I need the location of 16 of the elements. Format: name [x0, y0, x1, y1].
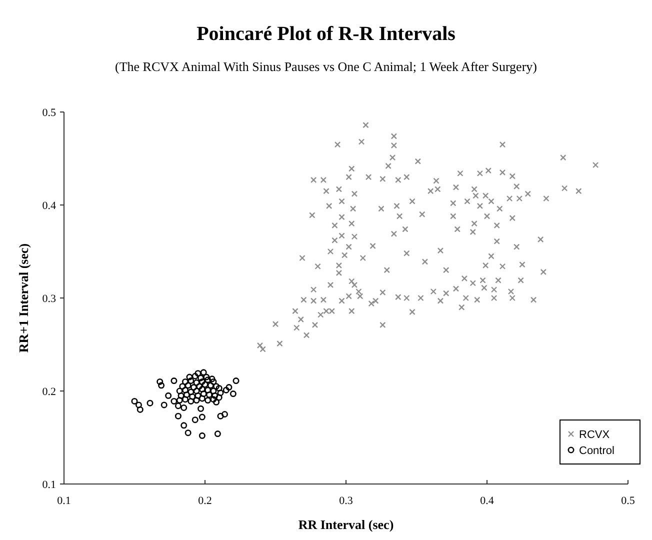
x-tick-label: 0.3 [339, 495, 354, 507]
y-tick-label: 0.3 [42, 293, 56, 305]
legend-label: RCVX [579, 429, 610, 441]
x-tick-label: 0.1 [57, 495, 71, 507]
chart-title: Poincaré Plot of R-R Intervals [196, 23, 456, 45]
x-tick-label: 0.5 [621, 495, 636, 507]
y-tick-label: 0.2 [42, 386, 56, 398]
chart-subtitle: (The RCVX Animal With Sinus Pauses vs One C Animal; 1 Week After Surgery) [115, 59, 537, 74]
y-tick-label: 0.5 [42, 107, 56, 119]
x-axis-title: RR Interval (sec) [298, 517, 394, 532]
x-tick-label: 0.4 [480, 495, 494, 507]
x-tick-label: 0.2 [198, 495, 212, 507]
y-tick-label: 0.4 [42, 200, 56, 212]
y-tick-label: 0.1 [42, 479, 56, 491]
y-axis-title: RR+1 Interval (sec) [16, 243, 31, 353]
legend-label: Control [579, 445, 614, 457]
